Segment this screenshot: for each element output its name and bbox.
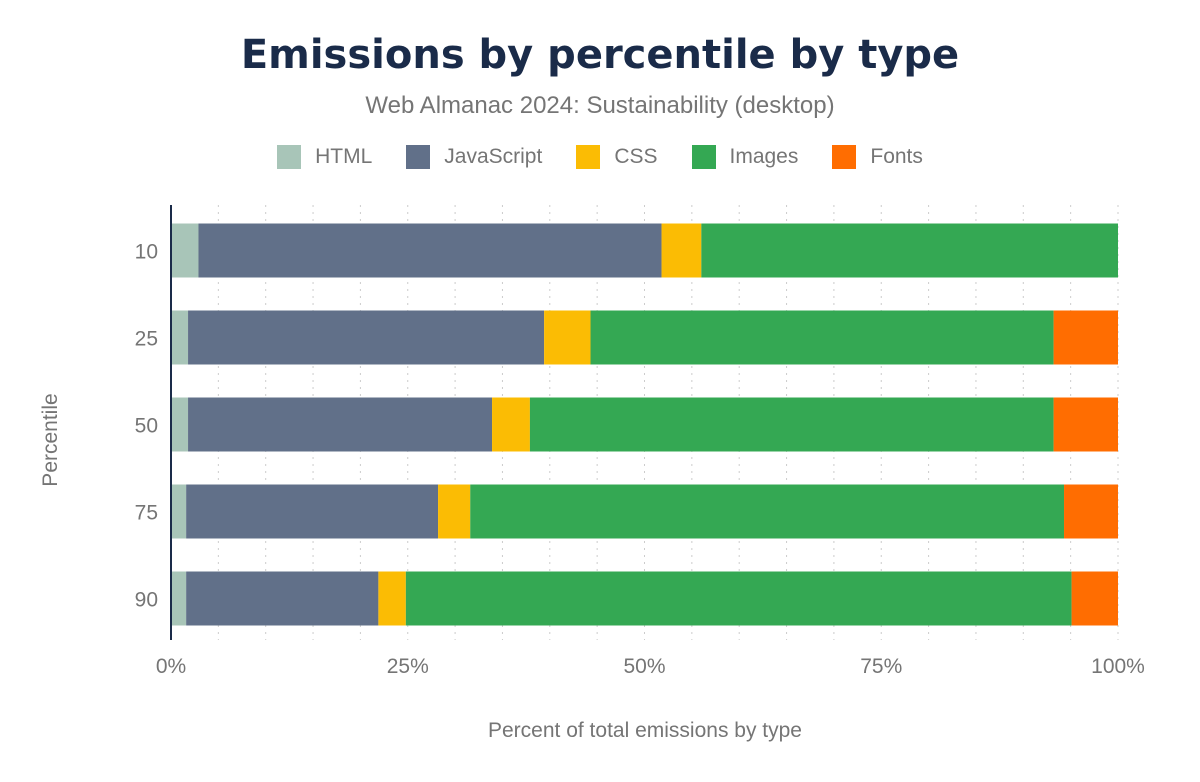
x-tick-label: 100%: [1091, 655, 1145, 678]
bar-segment-html: [171, 397, 189, 452]
x-tick-label: 75%: [860, 655, 902, 678]
bar-segment-images: [590, 310, 1054, 365]
bar-segment-fonts: [1053, 397, 1118, 452]
legend-swatch: [406, 145, 431, 169]
bar-segment-javascript: [188, 397, 493, 452]
legend-swatch: [576, 145, 601, 169]
y-tick-label: 75: [135, 502, 158, 525]
legend-label: Images: [729, 145, 799, 168]
x-tick-label: 0%: [156, 655, 186, 678]
chart-subtitle: Web Almanac 2024: Sustainability (deskto…: [365, 92, 835, 119]
legend: HTML JavaScript CSS Images Fonts: [0, 145, 1200, 169]
chart-title: Emissions by percentile by type: [240, 32, 960, 78]
bar-segment-css: [661, 223, 702, 278]
bar-segment-css: [438, 484, 471, 539]
bar-segment-html: [171, 571, 187, 626]
legend-swatch: [691, 145, 716, 169]
bar-segment-images: [405, 571, 1072, 626]
bar-segment-javascript: [188, 310, 545, 365]
y-tick-label: 90: [135, 589, 158, 612]
x-tick-label: 50%: [623, 655, 665, 678]
legend-item[interactable]: JavaScript: [406, 145, 542, 169]
bar-segment-html: [171, 223, 199, 278]
bar-segment-html: [171, 310, 189, 365]
bar-segment-images: [701, 223, 1118, 278]
bar-segment-css: [544, 310, 591, 365]
legend-swatch: [832, 145, 857, 169]
bar-segment-fonts: [1071, 571, 1118, 626]
legend-item[interactable]: CSS: [576, 145, 658, 169]
y-tick-label: 10: [135, 241, 158, 264]
bar-segment-javascript: [186, 571, 379, 626]
legend-label: HTML: [315, 145, 373, 168]
legend-label: JavaScript: [444, 145, 543, 168]
legend-label: Fonts: [870, 145, 923, 168]
bar-segment-images: [470, 484, 1065, 539]
bar-segment-fonts: [1053, 310, 1118, 365]
bar-segment-css: [492, 397, 530, 452]
legend-label: CSS: [614, 145, 658, 168]
bar-segment-css: [378, 571, 406, 626]
y-axis-label: Percentile: [39, 393, 62, 486]
legend-item[interactable]: Images: [691, 145, 799, 169]
x-tick-label: 25%: [387, 655, 429, 678]
bar-segment-javascript: [186, 484, 439, 539]
bar-segment-javascript: [198, 223, 662, 278]
legend-swatch: [277, 145, 302, 169]
bar-segment-html: [171, 484, 187, 539]
y-tick-label: 25: [135, 328, 158, 351]
x-axis-label: Percent of total emissions by type: [488, 719, 802, 742]
legend-item[interactable]: HTML: [277, 145, 372, 169]
y-tick-label: 50: [135, 415, 158, 438]
legend-item[interactable]: Fonts: [832, 145, 923, 169]
bar-segment-fonts: [1064, 484, 1118, 539]
bar-segment-images: [529, 397, 1054, 452]
